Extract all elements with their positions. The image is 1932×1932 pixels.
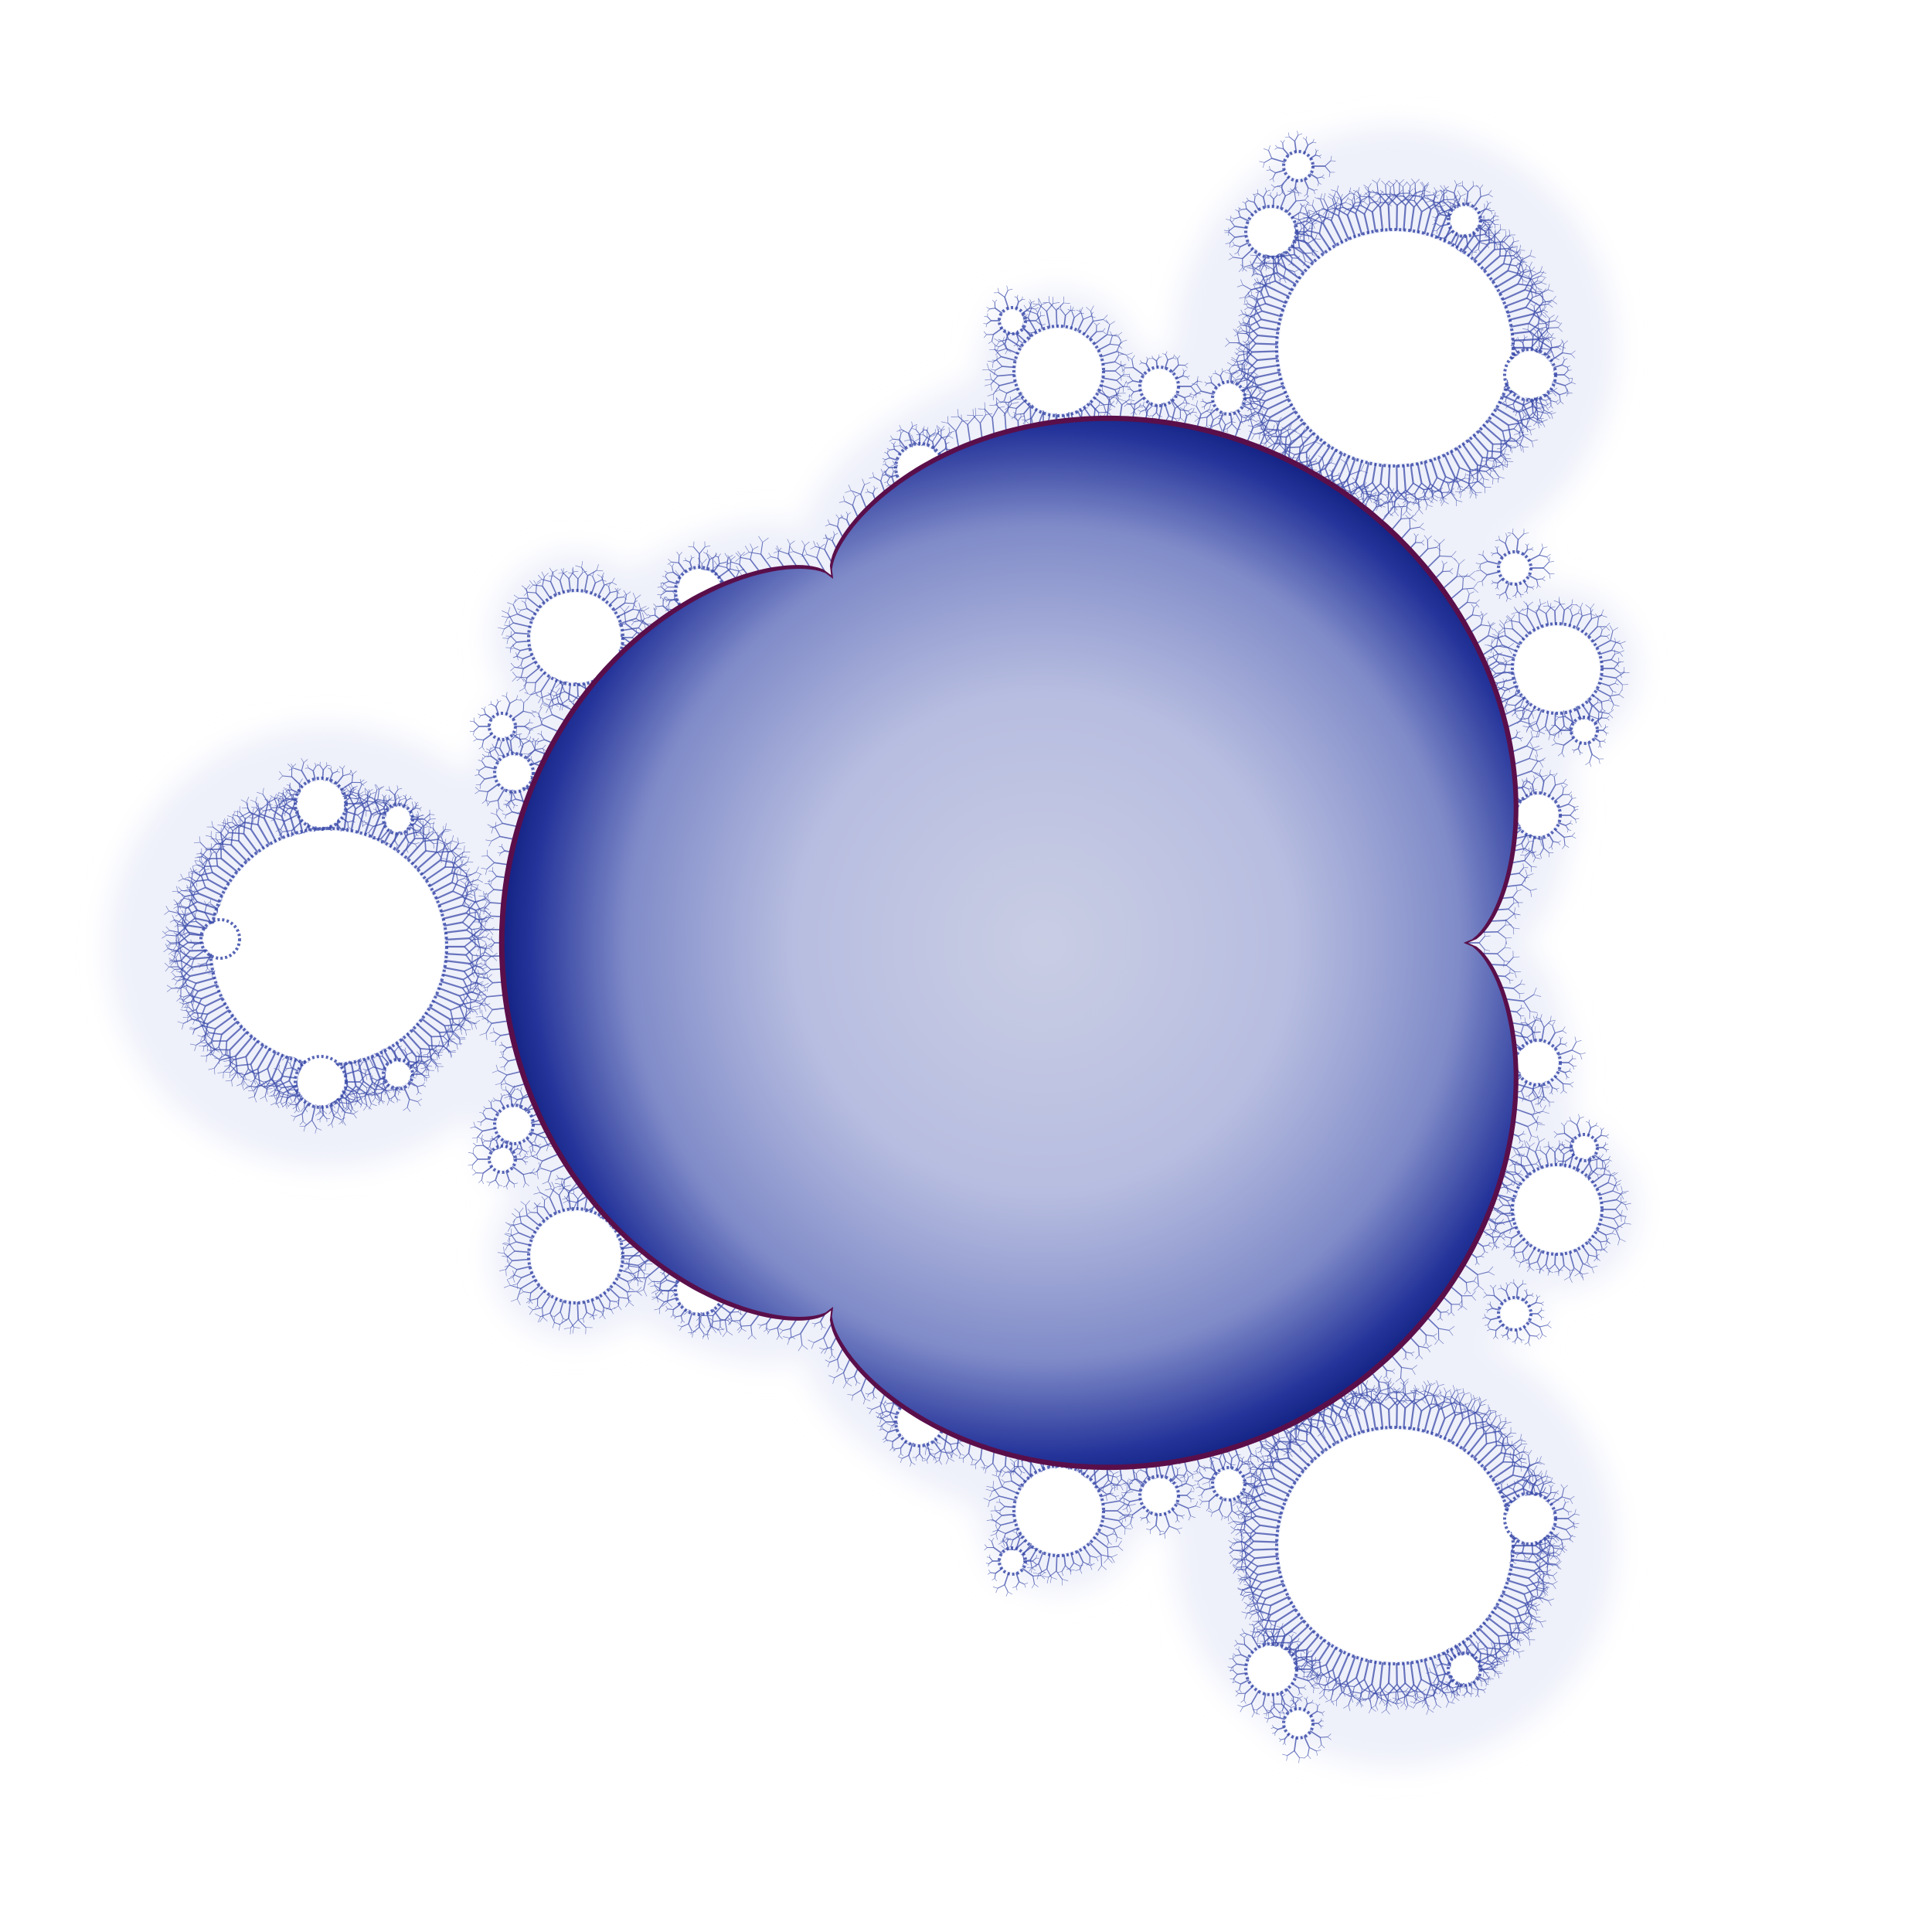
- main-cardioid-body: [498, 415, 1519, 1471]
- body-fill: [504, 420, 1514, 1465]
